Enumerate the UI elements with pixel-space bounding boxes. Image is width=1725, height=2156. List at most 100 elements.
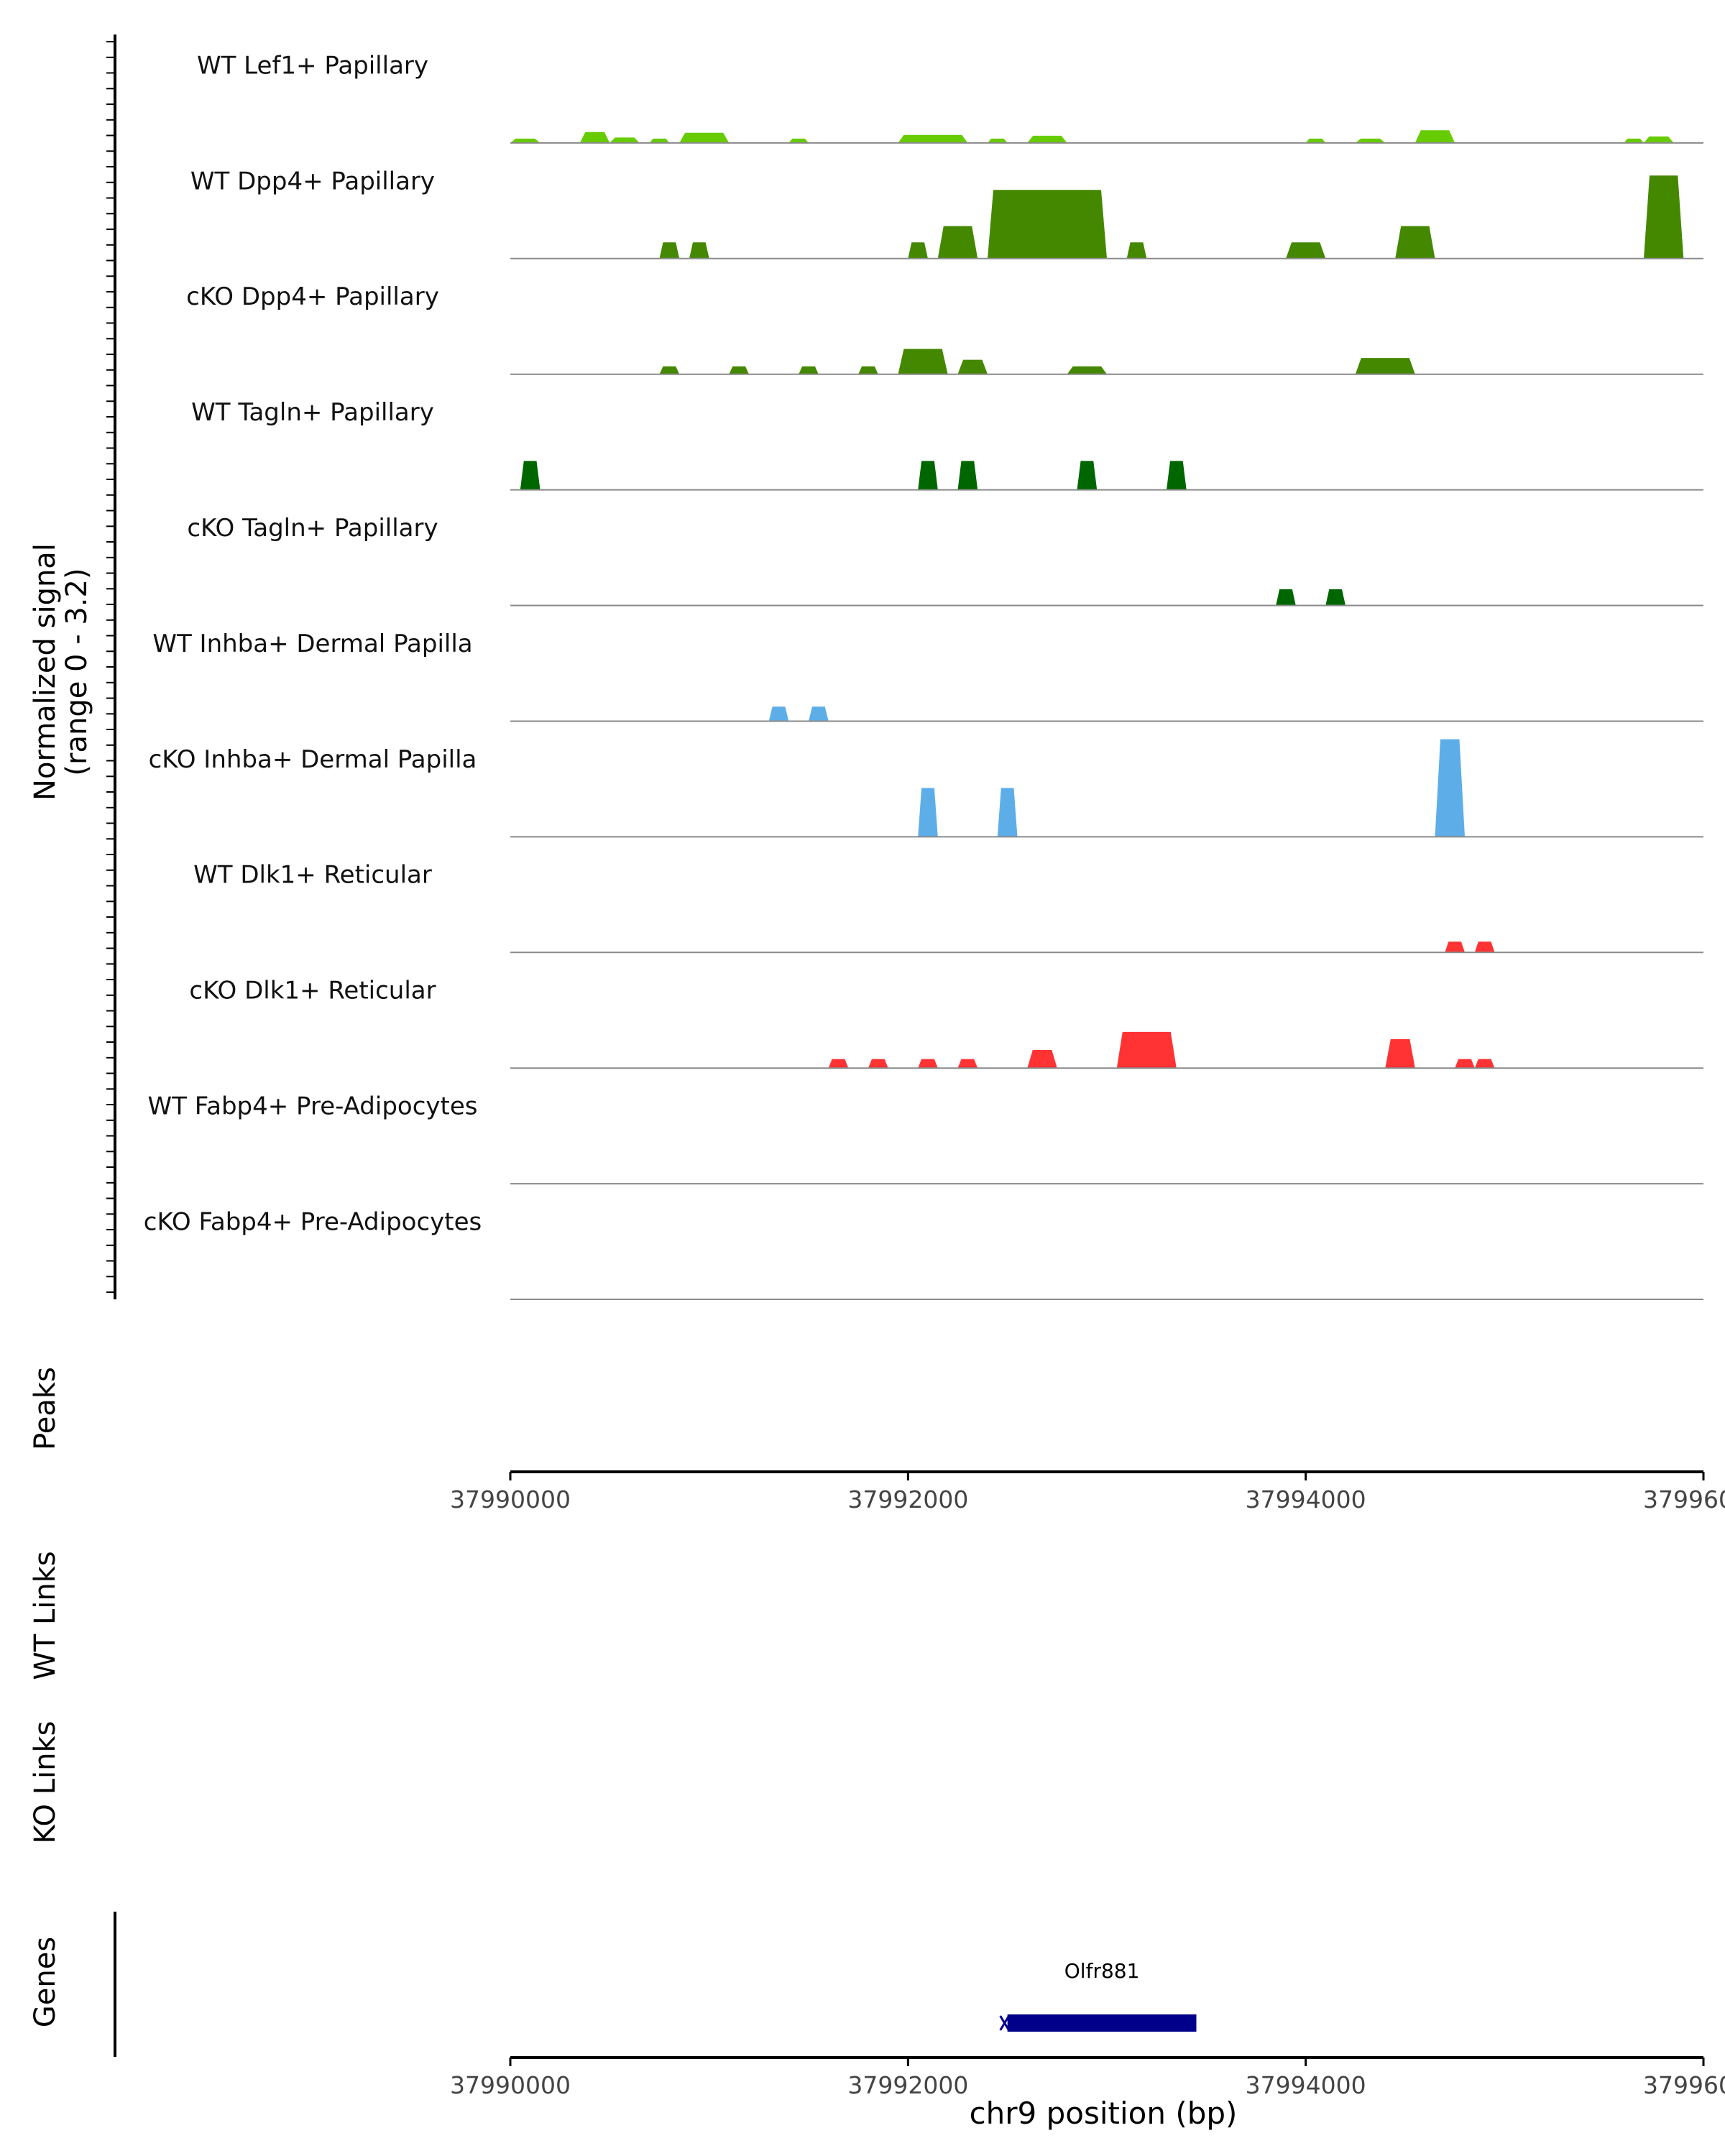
coverage-peak [1067, 366, 1107, 374]
coverage-peak [868, 1059, 888, 1069]
coverage-peak [918, 461, 938, 490]
coverage-peak [520, 461, 540, 490]
y-axis-label: Normalized signal [29, 543, 62, 801]
coverage-peak [788, 138, 809, 143]
axis-tick-label: 37992000 [847, 2071, 968, 2099]
coverage-peak [1077, 461, 1098, 490]
coverage-track: WT Tagln+ Papillary [191, 398, 1703, 491]
coverage-peak [1395, 226, 1435, 259]
axis-tick-label: 37994000 [1246, 1485, 1366, 1514]
axis-tick-label: 37996000 [1643, 1485, 1725, 1514]
coverage-peak [988, 190, 1107, 259]
coverage-track-label: WT Lef1+ Papillary [197, 51, 428, 80]
coverage-peak [898, 134, 968, 143]
axis-tick-label: 37994000 [1246, 2071, 1366, 2099]
x-axis-label: chr9 position (bp) [970, 2096, 1238, 2131]
coverage-track-label: cKO Dpp4+ Papillary [186, 282, 439, 311]
coverage-track-label: WT Tagln+ Papillary [191, 398, 434, 427]
coverage-peak [957, 1059, 978, 1069]
wt-links-panel-label: WT Links [29, 1551, 62, 1680]
coverage-track-label: cKO Tagln+ Papillary [187, 514, 438, 543]
coverage-peak [1414, 130, 1455, 143]
coverage-track-label: cKO Dlk1+ Reticular [189, 977, 436, 1005]
coverage-peak [1167, 461, 1187, 490]
coverage-peak [1644, 136, 1674, 143]
y-axis-range-label: (range 0 - 3.2) [60, 568, 93, 775]
genes-genome-axis: 37990000 37992000 37994000 37996000 [450, 2056, 1725, 2099]
coverage-track: cKO Tagln+ Papillary [187, 514, 1703, 607]
coverage-peak [689, 242, 709, 259]
axis-tick-label: 37990000 [450, 2071, 571, 2099]
coverage-track: WT Lef1+ Papillary [197, 51, 1703, 144]
coverage-track: cKO Inhba+ Dermal Papilla [149, 739, 1703, 838]
coverage-peak [957, 359, 988, 374]
coverage-peak [1474, 941, 1495, 953]
coverage-peak [1027, 135, 1067, 143]
coverage-peak [679, 132, 730, 143]
coverage-track: cKO Fabp4+ Pre-Adipocytes [144, 1208, 1703, 1300]
peaks-panel: 37990000 37992000 37994000 37996000 [450, 1470, 1725, 1514]
coverage-track: WT Inhba+ Dermal Papilla [152, 630, 1703, 722]
gene-name-label: Olfr881 [1064, 1959, 1140, 1983]
coverage-peak [828, 1059, 849, 1069]
gene-strand-arrow [999, 2015, 1010, 2031]
coverage-peak [1455, 1059, 1475, 1069]
coverage-peak [898, 349, 948, 374]
coverage-peak [1126, 242, 1147, 259]
coverage-peak [1286, 242, 1326, 259]
coverage-peak [1355, 358, 1415, 374]
coverage-peak [510, 138, 540, 143]
coverage-track: cKO Dlk1+ Reticular [189, 977, 1703, 1069]
genes-panel: 37990000 37992000 37994000 37996000 Olfr881 [114, 1912, 1725, 2099]
coverage-peak [1027, 1050, 1057, 1069]
coverage-peak [988, 138, 1008, 143]
coverage-peak [997, 788, 1018, 837]
coverage-peak [768, 706, 789, 722]
coverage-peak [659, 366, 680, 374]
coverage-track-label: WT Inhba+ Dermal Papilla [152, 630, 472, 658]
axis-tick-label: 37996000 [1643, 2071, 1725, 2099]
coverage-peak [1435, 739, 1465, 837]
peaks-genome-axis: 37990000 37992000 37994000 37996000 [450, 1470, 1725, 1514]
coverage-peak [1325, 589, 1346, 606]
coverage-peak [809, 706, 829, 722]
coverage-peak [1474, 1059, 1495, 1069]
coverage-peak [918, 1059, 938, 1069]
coverage-peak [937, 226, 978, 259]
coverage-track: cKO Dpp4+ Papillary [186, 282, 1703, 375]
coverage-track-label: WT Dlk1+ Reticular [193, 861, 432, 890]
coverage-peak [799, 366, 819, 374]
coverage-peak [659, 242, 680, 259]
coverage-peak [1385, 1039, 1415, 1069]
coverage-peak [1116, 1031, 1177, 1069]
gene-model: Olfr881 [999, 1959, 1197, 2032]
coverage-peak [1445, 941, 1465, 953]
coverage-peak [957, 461, 978, 490]
coverage-peak [1276, 589, 1296, 606]
coverage-track: WT Dlk1+ Reticular [193, 861, 1703, 954]
coverage-track-label: WT Dpp4+ Papillary [190, 167, 435, 195]
coverage-panel: WT Lef1+ Papillary WT Dpp4+ Papillary cKO … [106, 34, 1703, 1300]
coverage-peak [579, 132, 610, 143]
coverage-track-label: cKO Fabp4+ Pre-Adipocytes [144, 1208, 482, 1237]
coverage-peak [908, 242, 928, 259]
coverage-peak [858, 366, 878, 374]
gene-body [1007, 2014, 1197, 2032]
coverage-track: WT Dpp4+ Papillary [190, 167, 1703, 259]
coverage-track-label: cKO Inhba+ Dermal Papilla [149, 745, 477, 774]
coverage-peak [649, 138, 670, 143]
axis-tick-label: 37992000 [847, 1485, 968, 1514]
coverage-peak [729, 366, 749, 374]
coverage-peak [1305, 138, 1326, 143]
coverage-peak [1355, 138, 1386, 143]
coverage-peak [1624, 138, 1644, 143]
coverage-track-label: WT Fabp4+ Pre-Adipocytes [148, 1092, 478, 1121]
ko-links-panel-label: KO Links [29, 1721, 62, 1844]
peaks-panel-label: Peaks [29, 1367, 62, 1450]
coverage-peak [610, 137, 640, 143]
coverage-peak [918, 788, 938, 837]
axis-tick-label: 37990000 [450, 1485, 571, 1514]
coverage-track: WT Fabp4+ Pre-Adipocytes [148, 1092, 1703, 1185]
coverage-peak [1644, 175, 1684, 259]
